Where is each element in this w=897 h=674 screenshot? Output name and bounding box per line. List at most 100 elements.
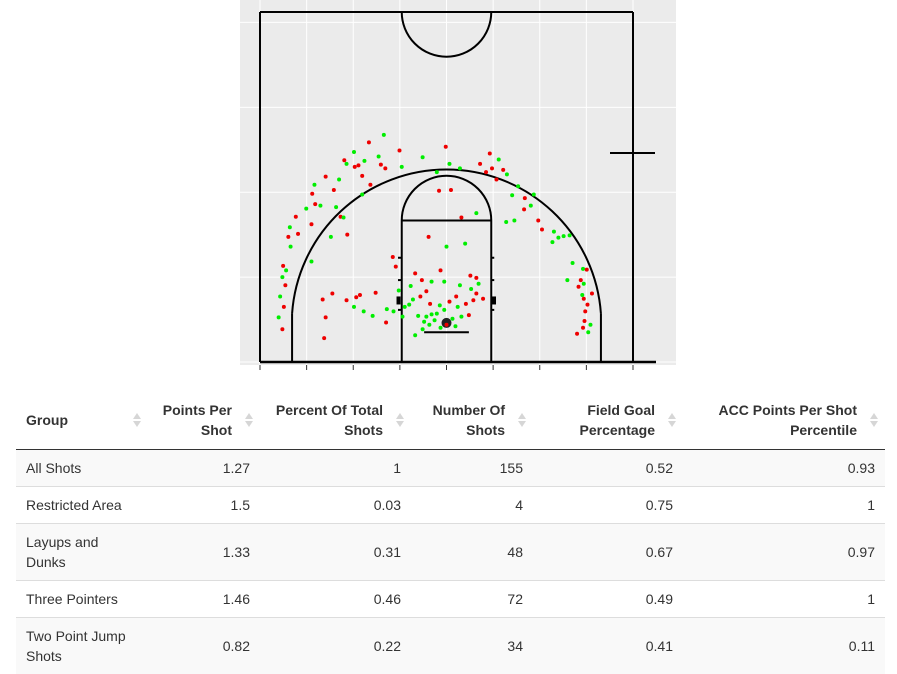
shot-missed-point <box>467 313 471 317</box>
cell-percent-of-total: 0.46 <box>260 581 411 618</box>
shot-made-point <box>334 205 338 209</box>
shot-missed-point <box>488 151 492 155</box>
shot-missed-point <box>394 265 398 269</box>
shot-missed-point <box>398 149 402 153</box>
shot-made-point <box>400 165 404 169</box>
shot-missed-point <box>585 268 589 272</box>
shot-missed-point <box>439 268 443 272</box>
shot-made-point <box>392 309 396 313</box>
shot-made-point <box>382 133 386 137</box>
sort-icon[interactable] <box>517 411 527 429</box>
shot-made-point <box>469 287 473 291</box>
shot-made-point <box>385 307 389 311</box>
shot-missed-point <box>471 298 475 302</box>
shot-missed-point <box>468 274 472 278</box>
shot-made-point <box>413 333 417 337</box>
shot-made-point <box>345 162 349 166</box>
shot-missed-point <box>283 283 287 287</box>
shot-made-point <box>433 318 437 322</box>
shot-chart <box>240 0 676 380</box>
header-label: Percent Of Total Shots <box>276 402 383 438</box>
shot-made-point <box>562 234 566 238</box>
shot-missed-point <box>478 162 482 166</box>
shot-made-point <box>430 312 434 316</box>
sort-icon[interactable] <box>244 411 254 429</box>
shot-made-point <box>430 280 434 284</box>
header-label: Number Of Shots <box>433 402 505 438</box>
shot-stats-table: Group Points Per Shot Percent Of Total S… <box>16 390 885 674</box>
shot-missed-point <box>360 174 364 178</box>
shot-missed-point <box>449 188 453 192</box>
shot-made-point <box>360 192 364 196</box>
shot-missed-point <box>585 303 589 307</box>
sort-icon[interactable] <box>132 411 142 429</box>
header-number-of-shots[interactable]: Number Of Shots <box>411 390 533 450</box>
shot-made-point <box>442 280 446 284</box>
shot-missed-point <box>437 189 441 193</box>
cell-points-per-shot: 0.82 <box>148 618 260 674</box>
shot-missed-point <box>581 326 585 330</box>
shot-made-point <box>424 315 428 319</box>
shot-missed-point <box>459 216 463 220</box>
cell-points-per-shot: 1.33 <box>148 524 260 581</box>
sort-icon[interactable] <box>869 411 879 429</box>
shot-made-point <box>510 193 514 197</box>
header-acc-points-per-shot-percentile[interactable]: ACC Points Per Shot Percentile <box>683 390 885 450</box>
table-header-row: Group Points Per Shot Percent Of Total S… <box>16 390 885 450</box>
table-row: Three Pointers 1.46 0.46 72 0.49 1 <box>16 581 885 618</box>
shot-made-point <box>304 207 308 211</box>
cell-number-of-shots: 48 <box>411 524 533 581</box>
shot-made-point <box>497 157 501 161</box>
cell-field-goal-pct: 0.75 <box>533 487 683 524</box>
shot-missed-point <box>583 309 587 313</box>
shot-made-point <box>277 315 281 319</box>
header-group[interactable]: Group <box>16 390 148 450</box>
shot-missed-point <box>536 219 540 223</box>
shot-missed-point <box>280 327 284 331</box>
header-percent-of-total-shots[interactable]: Percent Of Total Shots <box>260 390 411 450</box>
cell-field-goal-pct: 0.52 <box>533 450 683 487</box>
shot-missed-point <box>282 305 286 309</box>
shot-made-point <box>422 320 426 324</box>
shot-made-point <box>362 309 366 313</box>
shot-missed-point <box>353 165 357 169</box>
shot-missed-point <box>444 145 448 149</box>
shot-made-point <box>556 236 560 240</box>
shot-made-point <box>588 323 592 327</box>
cell-number-of-shots: 4 <box>411 487 533 524</box>
shot-made-point <box>458 283 462 287</box>
header-field-goal-percentage[interactable]: Field Goal Percentage <box>533 390 683 450</box>
header-label: Group <box>26 412 68 428</box>
shot-missed-point <box>330 291 334 295</box>
shot-made-point <box>352 305 356 309</box>
cell-points-per-shot: 1.27 <box>148 450 260 487</box>
shot-made-point <box>586 330 590 334</box>
cell-number-of-shots: 72 <box>411 581 533 618</box>
shot-missed-point <box>286 235 290 239</box>
shot-missed-point <box>420 278 424 282</box>
shot-missed-point <box>427 235 431 239</box>
sort-icon[interactable] <box>667 411 677 429</box>
shot-made-point <box>463 242 467 246</box>
shot-missed-point <box>379 163 383 167</box>
shot-missed-point <box>358 293 362 297</box>
header-points-per-shot[interactable]: Points Per Shot <box>148 390 260 450</box>
cell-group: Three Pointers <box>16 581 148 618</box>
shot-made-point <box>416 314 420 318</box>
shot-made-point <box>400 315 404 319</box>
shot-made-point <box>438 303 442 307</box>
cell-field-goal-pct: 0.49 <box>533 581 683 618</box>
cell-acc-percentile: 0.97 <box>683 524 885 581</box>
shot-missed-point <box>345 233 349 237</box>
shot-missed-point <box>484 170 488 174</box>
shot-missed-point <box>374 291 378 295</box>
shot-made-point <box>552 230 556 234</box>
sort-icon[interactable] <box>395 411 405 429</box>
cell-number-of-shots: 155 <box>411 450 533 487</box>
shot-missed-point <box>494 178 498 182</box>
shot-missed-point <box>354 295 358 299</box>
shot-missed-point <box>322 336 326 340</box>
shot-missed-point <box>418 294 422 298</box>
shot-missed-point <box>367 140 371 144</box>
shot-made-point <box>532 192 536 196</box>
